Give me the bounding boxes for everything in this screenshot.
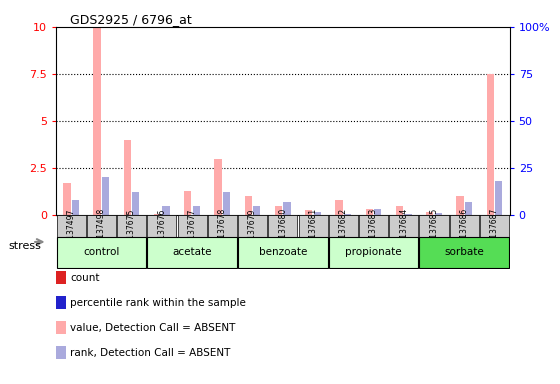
FancyBboxPatch shape — [359, 215, 388, 248]
FancyBboxPatch shape — [56, 271, 66, 284]
Bar — [314, 212, 321, 215]
Text: GSM137687: GSM137687 — [490, 208, 499, 255]
Text: acetate: acetate — [172, 247, 212, 257]
FancyBboxPatch shape — [87, 215, 116, 248]
FancyBboxPatch shape — [147, 215, 176, 248]
FancyBboxPatch shape — [56, 346, 66, 359]
Bar — [102, 177, 109, 215]
FancyBboxPatch shape — [178, 215, 207, 248]
Bar — [366, 209, 373, 215]
Text: GSM137681: GSM137681 — [309, 208, 318, 255]
Text: sorbate: sorbate — [445, 247, 484, 257]
FancyBboxPatch shape — [57, 237, 146, 268]
Text: benzoate: benzoate — [259, 247, 307, 257]
Text: rank, Detection Call = ABSENT: rank, Detection Call = ABSENT — [70, 348, 230, 358]
Bar — [72, 200, 79, 215]
FancyBboxPatch shape — [480, 215, 509, 248]
Text: GSM137686: GSM137686 — [460, 208, 469, 255]
Bar — [275, 206, 282, 215]
Bar — [184, 190, 192, 215]
Text: GSM137678: GSM137678 — [218, 208, 227, 255]
Bar — [154, 214, 161, 215]
FancyBboxPatch shape — [117, 215, 146, 248]
FancyBboxPatch shape — [450, 215, 479, 248]
Bar — [344, 214, 351, 215]
Text: GSM137677: GSM137677 — [188, 208, 197, 255]
FancyBboxPatch shape — [238, 215, 267, 248]
Text: GSM137682: GSM137682 — [339, 208, 348, 255]
Text: GSM137498: GSM137498 — [97, 208, 106, 255]
Bar — [94, 27, 101, 215]
Bar — [426, 212, 433, 215]
Text: GSM137685: GSM137685 — [430, 208, 438, 255]
Text: GSM137497: GSM137497 — [67, 208, 76, 255]
Bar — [404, 214, 412, 215]
FancyBboxPatch shape — [298, 215, 328, 248]
Bar — [465, 202, 472, 215]
FancyBboxPatch shape — [56, 296, 66, 309]
FancyBboxPatch shape — [57, 215, 86, 248]
Text: propionate: propionate — [345, 247, 402, 257]
Bar — [456, 196, 464, 215]
Bar — [487, 74, 494, 215]
FancyBboxPatch shape — [419, 215, 449, 248]
FancyBboxPatch shape — [419, 237, 509, 268]
Bar — [132, 192, 139, 215]
FancyBboxPatch shape — [268, 215, 297, 248]
Text: GSM137675: GSM137675 — [127, 208, 136, 255]
Text: control: control — [83, 247, 119, 257]
Text: value, Detection Call = ABSENT: value, Detection Call = ABSENT — [70, 323, 235, 333]
FancyBboxPatch shape — [329, 237, 418, 268]
Bar — [245, 196, 252, 215]
Bar — [193, 206, 200, 215]
Bar — [253, 206, 260, 215]
Text: GSM137676: GSM137676 — [157, 208, 166, 255]
Bar — [214, 159, 222, 215]
Text: GDS2925 / 6796_at: GDS2925 / 6796_at — [69, 13, 192, 26]
Bar — [374, 209, 381, 215]
FancyBboxPatch shape — [389, 215, 418, 248]
FancyBboxPatch shape — [147, 237, 237, 268]
FancyBboxPatch shape — [208, 215, 237, 248]
FancyBboxPatch shape — [238, 237, 328, 268]
Bar — [435, 213, 442, 215]
Bar — [223, 192, 230, 215]
Bar — [335, 200, 343, 215]
Bar — [63, 183, 71, 215]
Text: GSM137683: GSM137683 — [369, 208, 378, 255]
Bar — [124, 140, 131, 215]
Bar — [162, 206, 170, 215]
Text: percentile rank within the sample: percentile rank within the sample — [70, 298, 246, 308]
Text: stress: stress — [8, 241, 41, 251]
Text: GSM137679: GSM137679 — [248, 208, 257, 255]
Bar — [495, 181, 502, 215]
Bar — [305, 210, 312, 215]
Text: count: count — [70, 273, 100, 283]
Bar — [283, 202, 291, 215]
Bar — [396, 206, 403, 215]
FancyBboxPatch shape — [56, 321, 66, 334]
Text: GSM137680: GSM137680 — [278, 208, 287, 255]
Text: GSM137684: GSM137684 — [399, 208, 408, 255]
FancyBboxPatch shape — [329, 215, 358, 248]
